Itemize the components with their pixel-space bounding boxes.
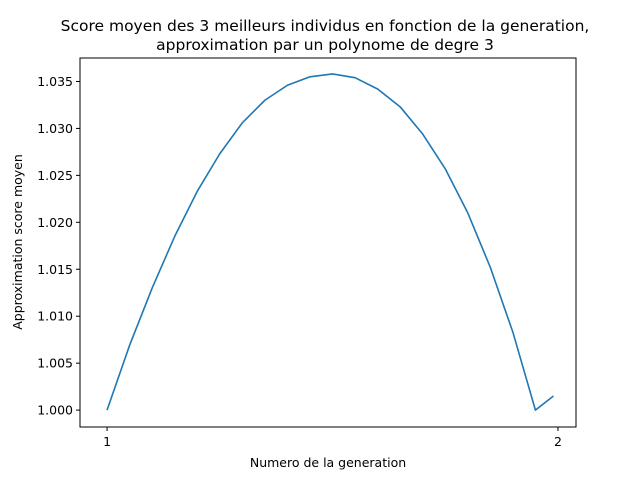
y-axis-label: Approximation score moyen [10, 154, 25, 330]
y-tick-label: 1.015 [37, 262, 73, 277]
y-tick-label: 1.020 [37, 215, 73, 230]
series-line-0 [106, 73, 554, 411]
x-tick-label: 2 [554, 434, 562, 449]
chart-title-line-1: Score moyen des 3 meilleurs individus en… [61, 17, 590, 35]
chart-title-line-2: approximation par un polynome de degre 3 [156, 36, 494, 54]
y-tick-label: 1.000 [37, 403, 73, 418]
y-tick-label: 1.030 [37, 121, 73, 136]
y-axis-ticks: 1.000 1.005 1.010 1.015 1.020 1.025 1.030 1.035 [37, 74, 80, 418]
y-tick-label: 1.010 [37, 309, 73, 324]
x-tick-label: 1 [103, 434, 111, 449]
plot-area [79, 57, 577, 428]
x-axis-label: Numero de la generation [250, 455, 406, 470]
y-tick-label: 1.025 [37, 168, 73, 183]
y-tick-label: 1.035 [37, 74, 73, 89]
y-tick-label: 1.005 [37, 356, 73, 371]
series-layer [106, 73, 554, 411]
